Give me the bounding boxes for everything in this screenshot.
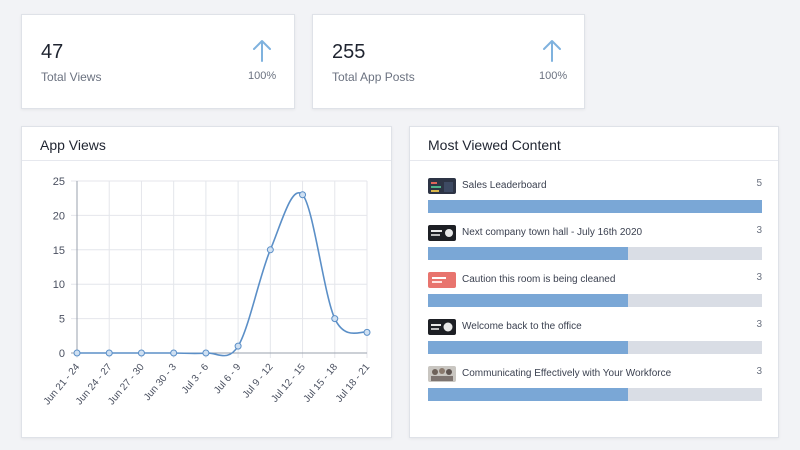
- total-app-posts-label: Total App Posts: [332, 70, 415, 84]
- content-label: Next company town hall - July 16th 2020: [462, 227, 643, 238]
- data-point: [73, 349, 81, 357]
- view-bar-fill: [428, 200, 762, 213]
- data-point: [363, 328, 371, 336]
- content-label: Communicating Effectively with Your Work…: [462, 368, 672, 379]
- x-tick-label: Jun 30 - 3: [142, 362, 179, 403]
- panel-divider: [410, 160, 778, 161]
- caution-thumbnail: [428, 272, 456, 288]
- content-label: Sales Leaderboard: [462, 180, 547, 191]
- data-point: [331, 315, 339, 323]
- total-app-posts-card: 255 Total App Posts 100%: [312, 14, 585, 109]
- app-views-panel: App Views 0 5 10 15 20 25 Jun 21 - 24 Jun 24 - …: [21, 126, 392, 438]
- x-tick-label: Jul 6 - 9: [212, 362, 244, 397]
- x-tick-label: Jul 3 - 6: [180, 362, 212, 397]
- most-viewed-panel: Most Viewed Content Sales Leaderboard 5 …: [409, 126, 779, 438]
- app-views-title: App Views: [40, 137, 106, 153]
- view-bar-fill: [428, 294, 629, 307]
- content-count: 3: [756, 366, 762, 377]
- total-views-card: 47 Total Views 100%: [21, 14, 295, 109]
- data-point: [234, 342, 242, 350]
- view-bar-fill: [428, 247, 629, 260]
- view-bar: [428, 200, 762, 213]
- content-row[interactable]: Caution this room is being cleaned 3: [428, 272, 762, 312]
- y-tick-label: 10: [53, 279, 65, 291]
- data-point: [105, 349, 113, 357]
- content-row[interactable]: Next company town hall - July 16th 2020 …: [428, 225, 762, 265]
- y-tick-label: 25: [53, 176, 65, 188]
- view-bar: [428, 388, 762, 401]
- content-label: Welcome back to the office: [462, 321, 582, 332]
- total-views-value: 47: [41, 41, 64, 63]
- content-count: 3: [756, 272, 762, 283]
- x-tick-label: Jul 9 - 12: [241, 362, 276, 401]
- series-line: [76, 192, 368, 357]
- view-bar: [428, 294, 762, 307]
- content-count: 5: [756, 178, 762, 189]
- data-point: [299, 191, 307, 199]
- people-thumbnail: [428, 366, 456, 382]
- arrow-up-icon: [253, 40, 271, 62]
- view-bar: [428, 341, 762, 354]
- total-app-posts-value: 255: [332, 41, 366, 63]
- total-views-label: Total Views: [41, 70, 102, 84]
- data-point: [202, 349, 210, 357]
- content-row[interactable]: Sales Leaderboard 5: [428, 178, 762, 218]
- total-views-change: 100%: [248, 70, 277, 82]
- y-tick-label: 15: [53, 245, 65, 257]
- content-count: 3: [756, 319, 762, 330]
- panel-divider: [22, 160, 391, 161]
- x-tick-label: Jul 18 - 21: [334, 362, 373, 405]
- town-hall-thumbnail: [428, 225, 456, 241]
- content-label: Caution this room is being cleaned: [462, 274, 616, 285]
- view-bar-fill: [428, 388, 629, 401]
- y-tick-label: 5: [59, 314, 65, 326]
- arrow-up-icon: [543, 40, 561, 62]
- y-tick-label: 20: [53, 210, 65, 222]
- view-bar-fill: [428, 341, 629, 354]
- view-bar: [428, 247, 762, 260]
- content-count: 3: [756, 225, 762, 236]
- data-point: [266, 246, 274, 254]
- data-point: [137, 349, 145, 357]
- total-app-posts-change: 100%: [539, 70, 568, 82]
- y-tick-label: 0: [59, 348, 65, 360]
- content-row[interactable]: Communicating Effectively with Your Work…: [428, 366, 762, 406]
- most-viewed-title: Most Viewed Content: [428, 137, 561, 153]
- welcome-thumbnail: [428, 319, 456, 335]
- data-point: [170, 349, 178, 357]
- dark-chart-thumbnail: [428, 178, 456, 194]
- content-row[interactable]: Welcome back to the office 3: [428, 319, 762, 359]
